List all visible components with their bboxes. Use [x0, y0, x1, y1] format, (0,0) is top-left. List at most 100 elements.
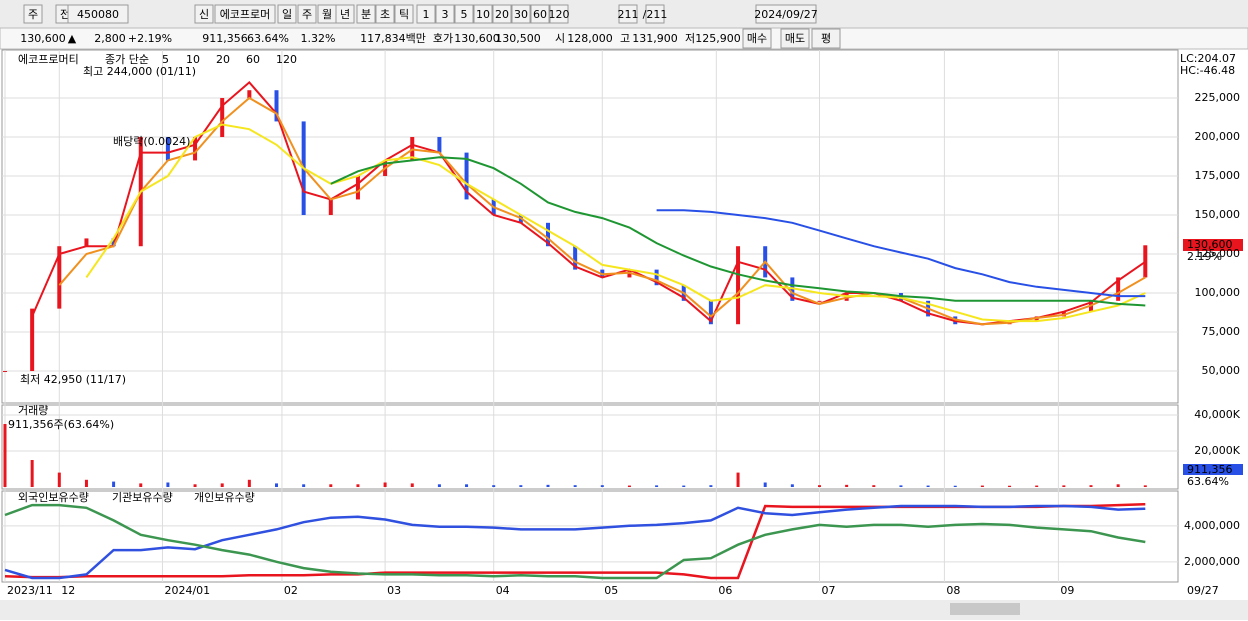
toolbar-button[interactable]: [335, 4, 355, 24]
toolbar-button[interactable]: [492, 4, 512, 24]
toolbar-label[interactable]: 주: [28, 8, 38, 21]
info-button[interactable]: [811, 28, 841, 49]
info-text: 911,356: [202, 32, 248, 45]
toolbar-button[interactable]: [194, 4, 214, 24]
toolbar-button[interactable]: [473, 4, 493, 24]
volume-bar: [139, 483, 143, 487]
toolbar-label[interactable]: 211: [618, 8, 639, 21]
toolbar-button[interactable]: [618, 4, 638, 24]
toolbar-label[interactable]: 초: [380, 8, 390, 21]
toolbar-label[interactable]: 450080: [77, 8, 119, 21]
toolbar-label[interactable]: 전: [60, 8, 70, 21]
toolbar-button[interactable]: [416, 4, 436, 24]
toolbar-label[interactable]: 3: [442, 8, 449, 21]
toolbar-label[interactable]: 10: [476, 8, 490, 21]
volume-bar: [546, 484, 550, 487]
toolbar-button[interactable]: [356, 4, 376, 24]
candle: [84, 238, 89, 247]
toolbar-button[interactable]: [435, 4, 455, 24]
toolbar-button[interactable]: [277, 4, 297, 24]
candle: [437, 137, 442, 153]
toolbar-button[interactable]: [375, 4, 395, 24]
volume-bar: [275, 483, 278, 487]
toolbar-label[interactable]: 2024/09/27: [754, 8, 817, 21]
toolbar-label[interactable]: /211: [643, 8, 668, 21]
series-line: [31, 80, 1146, 326]
y-tick-label: 125,000: [1195, 247, 1241, 260]
y-tick-label: 50,000: [1202, 364, 1241, 377]
info-text: ▲: [68, 32, 77, 45]
toolbar-label[interactable]: 20: [495, 8, 509, 21]
volume-bar: [709, 485, 713, 487]
y-tick-label: 200,000: [1195, 130, 1241, 143]
volume-bar: [1008, 485, 1012, 487]
info-text[interactable]: 매도: [785, 32, 805, 45]
toolbar-button[interactable]: [297, 4, 317, 24]
toolbar-label[interactable]: 일: [282, 7, 292, 21]
info-text: 고: [620, 32, 630, 45]
volume-bar: [1062, 485, 1066, 487]
info-text: 2,800: [94, 32, 126, 45]
series-line: [4, 504, 1146, 580]
indicator-label: LC:204.07: [1180, 52, 1236, 65]
toolbar-button[interactable]: [549, 4, 569, 24]
info-text[interactable]: 매수: [747, 32, 767, 45]
volume-bar: [247, 479, 251, 487]
volume-bar: [736, 472, 740, 487]
info-text[interactable]: 평: [821, 32, 831, 45]
toolbar-label[interactable]: 1: [423, 8, 430, 21]
toolbar-label[interactable]: 120: [549, 8, 570, 21]
legend-entry: 120: [276, 53, 297, 66]
toolbar-button[interactable]: [530, 4, 550, 24]
toolbar-button[interactable]: [454, 4, 474, 24]
last-price: 130,600: [1187, 238, 1233, 251]
toolbar-label[interactable]: 분: [361, 8, 371, 21]
y-tick-label: 175,000: [1195, 169, 1241, 182]
toolbar-label[interactable]: 30: [514, 8, 528, 21]
toolbar-label[interactable]: 신: [199, 8, 209, 21]
toolbar-label[interactable]: 주: [302, 8, 312, 21]
toolbar-button[interactable]: [23, 4, 43, 24]
x-tick-label: 2024/01: [164, 584, 210, 597]
toolbar-label[interactable]: 60: [533, 8, 547, 21]
volume-bar: [980, 485, 984, 487]
x-tick-label: 12: [61, 584, 75, 597]
scroll-thumb[interactable]: [950, 603, 1020, 615]
toolbar-button[interactable]: [67, 4, 129, 24]
volume-bar: [465, 484, 469, 487]
volume-bar: [573, 485, 577, 487]
toolbar-button[interactable]: [645, 4, 665, 24]
toolbar-button[interactable]: [755, 4, 817, 24]
toolbar-label[interactable]: 월: [322, 8, 332, 21]
volume-bar: [410, 483, 414, 487]
info-button[interactable]: [742, 28, 772, 49]
legend-entry: 5: [162, 53, 169, 66]
candle: [464, 152, 469, 200]
last-change: 2.19%: [1187, 250, 1222, 263]
toolbar-button[interactable]: [214, 4, 276, 24]
toolbar-label[interactable]: 에코프로머: [220, 8, 271, 21]
series-line: [4, 503, 1146, 580]
legend-entry: 10: [186, 53, 200, 66]
scrollbar[interactable]: [0, 600, 1248, 620]
volume-bar: [166, 482, 170, 487]
volume-bar: [682, 485, 686, 487]
volume-subtitle: 911,356주(63.64%): [8, 418, 114, 431]
info-text: 저: [685, 32, 695, 45]
candle: [111, 238, 116, 247]
candle: [57, 246, 62, 309]
y-tick-label: 150,000: [1195, 208, 1241, 221]
volume-bar: [627, 485, 631, 487]
toolbar-label[interactable]: 년: [340, 8, 350, 21]
toolbar-button[interactable]: [394, 4, 414, 24]
toolbar-label[interactable]: 틱: [399, 8, 409, 21]
y-tick-label: 40,000K: [1194, 408, 1240, 421]
last-volume-box: [1183, 464, 1243, 475]
legend-title: 종가 단순: [105, 53, 149, 66]
volume-bar: [112, 481, 116, 487]
toolbar-button[interactable]: [511, 4, 531, 24]
info-button[interactable]: [780, 28, 810, 49]
toolbar-label[interactable]: 5: [461, 8, 468, 21]
y-tick-label: 100,000: [1195, 286, 1241, 299]
high-label: 최고 244,000 (01/11): [83, 65, 196, 78]
